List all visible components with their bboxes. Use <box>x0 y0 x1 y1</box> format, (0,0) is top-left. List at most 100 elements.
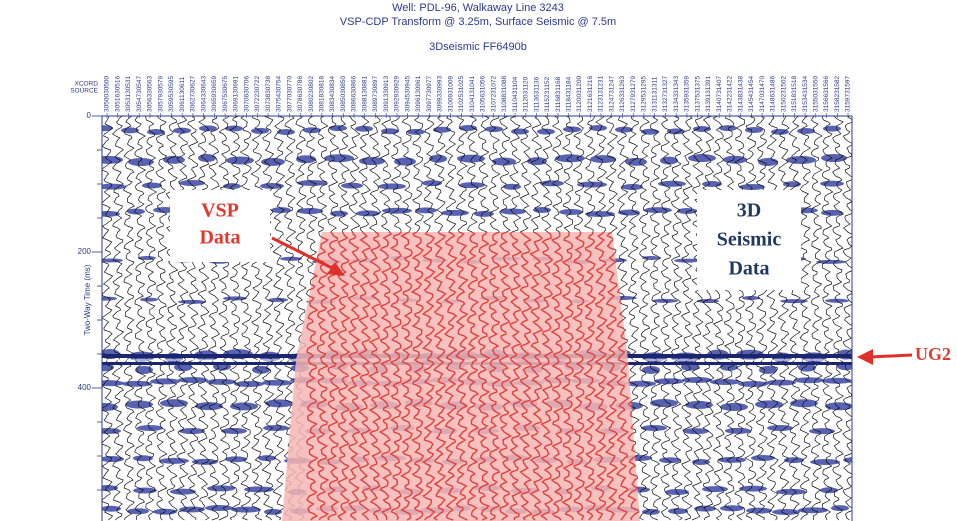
reflector <box>150 378 180 385</box>
reflector <box>170 488 196 495</box>
reflector <box>102 210 120 217</box>
trace-label: 3113631136 <box>533 76 540 112</box>
trace-label: 3131131311 <box>651 76 658 112</box>
reflector <box>618 209 640 216</box>
seismic-label: Seismic <box>717 229 782 251</box>
trace-label: 3135931359 <box>684 75 691 112</box>
trace-label: 3067530675 <box>222 75 229 112</box>
reflector <box>258 455 276 462</box>
vsp-trace <box>477 232 491 521</box>
wiggle-trace <box>261 116 275 521</box>
trace-label: 3148631486 <box>770 75 777 112</box>
seismic-box <box>697 190 801 290</box>
reflector <box>205 505 233 512</box>
reflector <box>810 458 840 465</box>
reflector <box>739 485 767 492</box>
reflector <box>225 456 247 463</box>
reflector <box>625 157 647 166</box>
reflector <box>234 380 264 387</box>
reflector <box>485 126 503 133</box>
trace-label: 3069130691 <box>233 75 240 112</box>
reflector <box>540 180 564 187</box>
wiggle-trace <box>701 116 715 521</box>
reflector <box>650 399 678 408</box>
vsp-trace <box>508 232 523 521</box>
reflector <box>725 427 751 434</box>
trace-label: 3094530945 <box>404 75 411 112</box>
trace-label: 3091330913 <box>383 75 390 112</box>
trace-label: 3064330643 <box>200 75 207 112</box>
reflector <box>790 399 818 408</box>
wiggle-trace <box>766 116 779 521</box>
wiggle-trace <box>650 116 662 521</box>
trace-label: 3108831088 <box>501 75 508 112</box>
y-tick-label: 0 <box>87 111 92 120</box>
wiggle-trace <box>207 116 220 521</box>
vsp-trace <box>400 232 413 521</box>
wiggle-trace <box>218 116 231 521</box>
y-axis-label: Two-Way Time (ms) <box>83 264 92 335</box>
wiggle-trace <box>660 116 673 521</box>
wiggle-trace <box>842 116 852 521</box>
reflector <box>702 181 722 188</box>
reflector <box>206 378 236 385</box>
vsp-trace <box>410 232 425 521</box>
wiggle-trace <box>155 116 168 521</box>
wiggle-trace <box>712 116 725 521</box>
subtitle: VSP-CDP Transform @ 3.25m, Surface Seism… <box>340 16 616 28</box>
ug2-label: UG2 <box>915 344 951 364</box>
reflector <box>683 428 709 435</box>
reflector <box>668 508 688 515</box>
trace-label: 3105631056 <box>480 75 487 112</box>
vsp-trace <box>466 232 480 521</box>
trace-label: 3137531375 <box>694 75 701 112</box>
wiggle-trace <box>799 116 812 521</box>
reflector <box>492 157 516 166</box>
reflector <box>127 508 149 515</box>
vsp-trace <box>604 232 619 521</box>
trace-label: 3118431184 <box>566 76 573 112</box>
trace-label: 3139131391 <box>705 75 712 112</box>
reflector <box>642 365 660 374</box>
reflector <box>577 181 607 188</box>
trace-label: 3062730627 <box>190 75 197 112</box>
wiggle-trace <box>670 116 683 521</box>
trace-label: 3083430834 <box>329 75 336 112</box>
reflector <box>102 505 121 512</box>
wiggle-trace <box>165 116 179 521</box>
reflector <box>659 457 681 464</box>
reflector <box>355 125 373 132</box>
vsp-trace <box>389 232 403 521</box>
reflector <box>772 508 800 515</box>
reflector <box>821 154 847 163</box>
trace-label: 3099330993 <box>437 75 444 112</box>
vsp-trace <box>561 232 574 521</box>
trace-label: 3112031120 <box>523 76 530 112</box>
trace-label: 3078630786 <box>297 75 304 112</box>
reflector <box>555 154 585 163</box>
trace-label: 3134331343 <box>673 75 680 112</box>
reflector <box>122 380 152 387</box>
trace-label: 3107231072 <box>490 75 497 112</box>
reflector <box>394 157 416 166</box>
trace-label: 3080230802 <box>308 75 315 112</box>
reflector <box>178 377 208 384</box>
vsp-trace <box>337 232 351 521</box>
reflector <box>198 154 216 163</box>
vsp-trace <box>593 232 608 521</box>
reflector <box>667 128 685 135</box>
wiggle-trace <box>272 116 286 521</box>
trace-label: 3145431454 <box>748 75 755 112</box>
trace-label: 3153431534 <box>802 75 809 112</box>
reflector <box>688 154 716 163</box>
reflector <box>537 128 555 135</box>
vsp-trace <box>455 232 469 521</box>
trace-label: 3050030500 <box>104 75 111 112</box>
trace-label: 3096130961 <box>415 75 422 112</box>
panel-title: 3Dseismic FF6490b <box>429 41 527 53</box>
vsp-trace <box>518 232 533 521</box>
y-tick-label: 400 <box>78 383 92 392</box>
trace-label: 3110431104 <box>512 76 519 112</box>
trace-label: 3081830818 <box>319 75 326 112</box>
vsp-trace <box>571 232 585 521</box>
